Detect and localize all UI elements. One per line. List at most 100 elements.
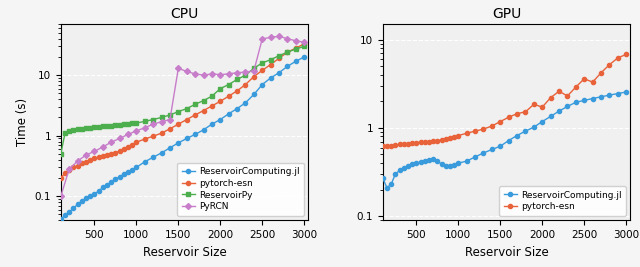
Y-axis label: Time (s): Time (s)	[16, 98, 29, 146]
ReservoirComputing.jl	[259, 83, 266, 86]
ReservoirPy	[108, 124, 115, 127]
ReservoirComputing.jl	[284, 65, 291, 68]
ReservoirComputing.jl	[530, 125, 538, 129]
PyRCN	[149, 123, 157, 126]
ReservoirComputing.jl	[505, 139, 513, 142]
ReservoirPy	[99, 125, 107, 128]
ReservoirComputing.jl	[183, 137, 191, 140]
Line: ReservoirComputing.jl: ReservoirComputing.jl	[59, 55, 307, 221]
pytorch-esn	[250, 75, 258, 78]
pytorch-esn	[157, 132, 165, 135]
pytorch-esn	[82, 160, 90, 163]
ReservoirPy	[175, 110, 182, 113]
ReservoirComputing.jl	[408, 162, 416, 166]
ReservoirComputing.jl	[149, 156, 157, 159]
pytorch-esn	[132, 141, 140, 144]
ReservoirComputing.jl	[605, 93, 613, 97]
ReservoirComputing.jl	[275, 71, 283, 74]
pytorch-esn	[530, 103, 538, 106]
PyRCN	[65, 167, 73, 171]
ReservoirPy	[90, 126, 98, 129]
Line: PyRCN: PyRCN	[59, 34, 307, 198]
PyRCN	[250, 69, 258, 72]
PyRCN	[57, 195, 65, 198]
ReservoirComputing.jl	[141, 160, 148, 163]
pytorch-esn	[166, 127, 174, 130]
pytorch-esn	[61, 172, 69, 175]
pytorch-esn	[383, 144, 391, 147]
ReservoirComputing.jl	[589, 97, 596, 100]
ReservoirComputing.jl	[120, 173, 127, 176]
ReservoirComputing.jl	[463, 160, 470, 163]
pytorch-esn	[379, 145, 387, 148]
ReservoirComputing.jl	[99, 186, 107, 189]
pytorch-esn	[74, 164, 81, 167]
pytorch-esn	[128, 143, 136, 147]
pytorch-esn	[57, 176, 65, 180]
Title: CPU: CPU	[170, 7, 199, 21]
pytorch-esn	[300, 42, 308, 45]
PyRCN	[90, 150, 98, 153]
pytorch-esn	[149, 135, 157, 138]
pytorch-esn	[90, 157, 98, 160]
ReservoirComputing.jl	[95, 190, 102, 193]
PyRCN	[183, 70, 191, 73]
ReservoirComputing.jl	[57, 217, 65, 221]
ReservoirComputing.jl	[421, 160, 429, 163]
pytorch-esn	[479, 127, 487, 131]
PyRCN	[191, 72, 199, 76]
Line: pytorch-esn: pytorch-esn	[381, 52, 628, 148]
pytorch-esn	[446, 137, 454, 140]
Legend: ReservoirComputing.jl, pytorch-esn: ReservoirComputing.jl, pytorch-esn	[499, 186, 626, 216]
ReservoirPy	[103, 124, 111, 128]
ReservoirPy	[149, 118, 157, 121]
pytorch-esn	[614, 56, 621, 60]
ReservoirComputing.jl	[564, 105, 572, 108]
ReservoirComputing.jl	[438, 162, 445, 166]
ReservoirComputing.jl	[216, 118, 224, 121]
ReservoirPy	[111, 123, 119, 127]
PyRCN	[259, 37, 266, 40]
ReservoirPy	[250, 67, 258, 70]
ReservoirComputing.jl	[74, 203, 81, 206]
pytorch-esn	[572, 85, 580, 89]
PyRCN	[208, 72, 216, 76]
PyRCN	[82, 153, 90, 156]
ReservoirPy	[82, 127, 90, 130]
pytorch-esn	[396, 143, 403, 146]
PyRCN	[108, 141, 115, 144]
ReservoirComputing.jl	[488, 148, 496, 151]
ReservoirComputing.jl	[65, 210, 73, 214]
pytorch-esn	[538, 105, 546, 109]
ReservoirComputing.jl	[250, 93, 258, 96]
PyRCN	[275, 35, 283, 38]
ReservoirPy	[61, 132, 69, 135]
ReservoirPy	[233, 78, 241, 81]
ReservoirComputing.jl	[61, 214, 69, 217]
pytorch-esn	[564, 94, 572, 97]
ReservoirComputing.jl	[132, 166, 140, 169]
pytorch-esn	[108, 152, 115, 155]
ReservoirComputing.jl	[128, 168, 136, 172]
pytorch-esn	[425, 140, 433, 143]
Line: ReservoirComputing.jl: ReservoirComputing.jl	[381, 90, 628, 190]
pytorch-esn	[589, 81, 596, 84]
Line: ReservoirPy: ReservoirPy	[59, 44, 307, 156]
ReservoirComputing.jl	[124, 171, 132, 174]
ReservoirComputing.jl	[392, 172, 399, 176]
ReservoirComputing.jl	[547, 115, 554, 118]
ReservoirComputing.jl	[111, 178, 119, 181]
ReservoirComputing.jl	[471, 155, 479, 159]
pytorch-esn	[556, 90, 563, 93]
PyRCN	[175, 67, 182, 70]
ReservoirComputing.jl	[580, 99, 588, 102]
ReservoirPy	[242, 74, 250, 77]
pytorch-esn	[78, 162, 86, 165]
ReservoirComputing.jl	[451, 163, 458, 167]
pytorch-esn	[497, 120, 504, 123]
ReservoirComputing.jl	[108, 181, 115, 184]
pytorch-esn	[233, 89, 241, 92]
ReservoirComputing.jl	[225, 112, 232, 115]
PyRCN	[200, 74, 207, 77]
ReservoirComputing.jl	[300, 55, 308, 58]
